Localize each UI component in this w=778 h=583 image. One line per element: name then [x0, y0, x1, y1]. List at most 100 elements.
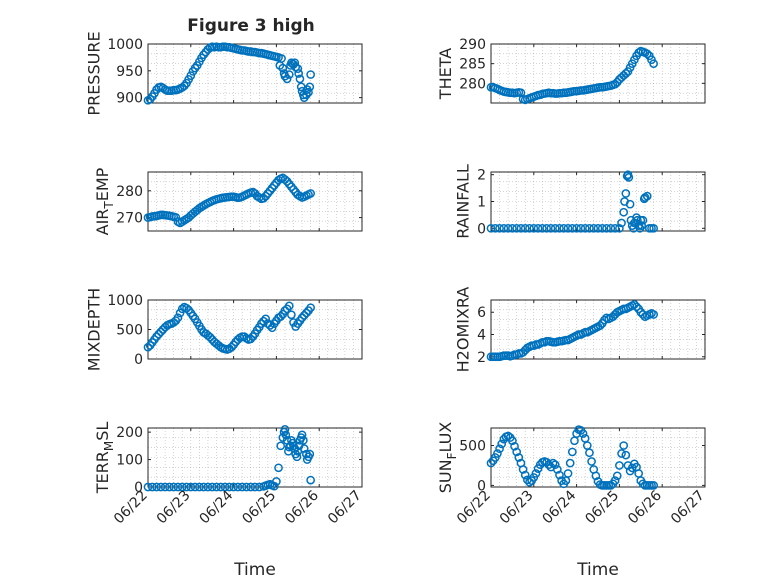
data-point — [649, 59, 658, 69]
data-point — [642, 191, 652, 201]
axes-box — [147, 427, 363, 488]
y-axis-label: AIRTEMP — [93, 167, 116, 235]
data-point — [295, 74, 305, 84]
y-tick-label: 290 — [459, 37, 486, 53]
data-point — [516, 223, 526, 233]
data-point — [606, 223, 616, 233]
data-point — [143, 342, 153, 352]
y-tick-label: 280 — [116, 184, 143, 200]
y-tick-label: 100 — [116, 453, 143, 469]
subplot-rainfall: 0 1 2 RAINFALL — [453, 164, 706, 239]
data-point — [257, 319, 266, 328]
data-point — [546, 223, 556, 233]
data-point — [280, 425, 290, 434]
data-point — [304, 87, 313, 97]
data-point — [606, 481, 616, 490]
y-tick-label: 270 — [116, 211, 143, 227]
data-point — [617, 449, 626, 458]
data-point — [621, 189, 631, 198]
data-point — [246, 334, 256, 344]
data-point — [195, 482, 204, 492]
data-point — [147, 482, 157, 492]
y-axis-label: THETA — [436, 48, 455, 100]
data-point — [267, 323, 277, 333]
data-point — [636, 307, 646, 317]
data-point — [559, 223, 569, 233]
data-point — [649, 481, 658, 490]
x-tick-label: 06/25 — [239, 488, 279, 528]
data-point — [227, 342, 236, 352]
data-point — [224, 482, 234, 492]
data-point — [486, 223, 496, 233]
data-point — [203, 482, 213, 492]
data-point — [499, 223, 509, 233]
data-point — [182, 482, 191, 492]
y-tick-label: 500 — [116, 323, 143, 339]
data-point — [608, 312, 618, 322]
data-point — [585, 223, 594, 233]
data-point — [280, 175, 290, 184]
data-point — [272, 477, 281, 486]
data-point — [624, 173, 634, 182]
data-point — [610, 476, 620, 485]
data-point — [216, 482, 226, 492]
data-point — [585, 448, 594, 458]
data-point — [242, 482, 251, 492]
data-point — [621, 69, 631, 78]
data-point — [610, 79, 620, 89]
y-tick-label: 0 — [134, 480, 143, 496]
data-point — [186, 482, 196, 492]
data-point — [250, 482, 260, 492]
data-point — [567, 447, 577, 457]
data-point — [259, 316, 268, 326]
data-point — [265, 321, 275, 330]
data-point — [555, 470, 564, 480]
y-axis-label: SUNFLUX — [436, 422, 459, 494]
y-axis-label: RAINFALL — [453, 164, 472, 239]
data-point — [305, 82, 315, 92]
x-axis-label: Time — [233, 560, 276, 580]
data-point — [246, 482, 256, 492]
data-point — [171, 212, 181, 222]
data-point — [305, 449, 315, 459]
data-point — [589, 223, 599, 233]
data-point — [625, 199, 635, 209]
y-tick-label: 900 — [116, 91, 143, 107]
data-point — [529, 223, 539, 233]
data-point — [649, 223, 658, 233]
data-point — [638, 215, 648, 225]
subplot-h2omixra: 2 4 6 H2OMIXRA — [453, 287, 706, 372]
data-point — [299, 435, 308, 445]
data-point — [578, 429, 588, 438]
data-point — [567, 223, 577, 233]
data-point — [637, 221, 647, 230]
data-point — [572, 223, 581, 233]
data-point — [619, 441, 629, 450]
data-point — [510, 441, 519, 451]
data-point — [610, 223, 620, 233]
data-point — [169, 318, 179, 327]
data-point — [621, 450, 631, 460]
y-tick-label: 280 — [459, 76, 486, 92]
axes-box — [490, 43, 706, 104]
data-point — [490, 223, 500, 233]
y-tick-label: 1 — [477, 195, 486, 211]
x-tick-label: 06/22 — [111, 488, 151, 528]
data-point — [173, 482, 183, 492]
data-point — [282, 74, 292, 84]
data-point — [582, 441, 592, 450]
data-point — [634, 469, 644, 478]
data-point — [212, 482, 221, 492]
data-point — [533, 223, 543, 233]
x-tick-label: 06/25 — [582, 488, 622, 528]
y-tick-label: 4 — [477, 328, 486, 344]
axes-box — [490, 299, 706, 360]
data-point — [156, 482, 166, 492]
data-point — [259, 193, 268, 203]
